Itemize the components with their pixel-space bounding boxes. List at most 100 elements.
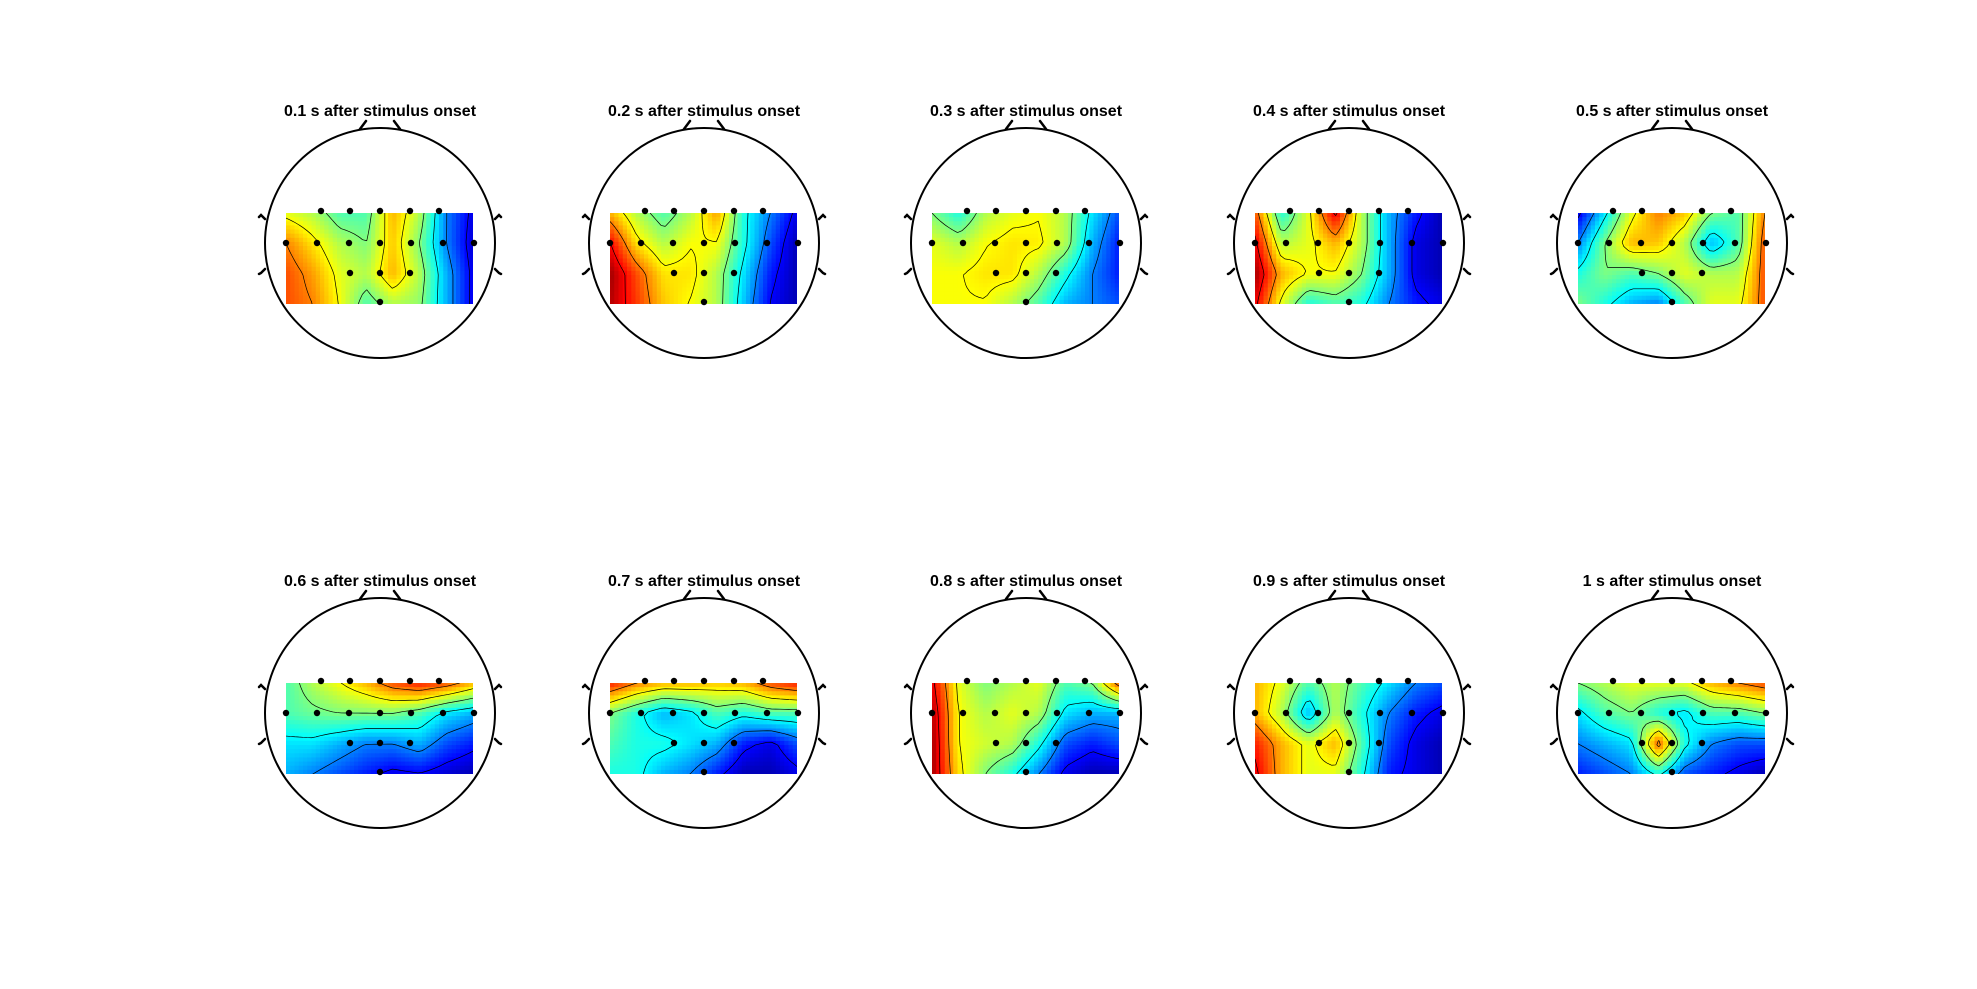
- map-cell: [1004, 229, 1010, 235]
- map-cell: [1280, 254, 1286, 260]
- map-cell: [695, 229, 700, 235]
- map-cell: [1709, 299, 1715, 304]
- map-cell: [1029, 229, 1035, 235]
- map-cell: [315, 299, 321, 304]
- map-cell: [1284, 221, 1290, 227]
- map-cell: [1284, 262, 1290, 268]
- electrode-marker: [1052, 269, 1060, 277]
- map-cell: [1739, 279, 1745, 284]
- map-cell: [1658, 262, 1664, 268]
- electrode-marker: [1574, 239, 1582, 247]
- map-cell: [780, 287, 785, 293]
- map-cell: [1599, 275, 1605, 280]
- map-cell: [1680, 250, 1685, 255]
- map-cell: [1348, 221, 1354, 227]
- map-cell: [1280, 275, 1286, 280]
- map-cell: [1582, 233, 1588, 239]
- map-cell: [1722, 279, 1728, 284]
- map-cell: [1658, 246, 1664, 251]
- map-cell: [1607, 250, 1613, 255]
- map-cell: [1051, 262, 1056, 268]
- map-cell: [1667, 217, 1673, 222]
- map-cell: [1284, 258, 1290, 264]
- map-cell: [383, 266, 389, 272]
- map-cell: [345, 683, 351, 688]
- map-cell: [1735, 221, 1741, 227]
- map-cell: [1718, 229, 1724, 235]
- map-cell: [1344, 283, 1350, 289]
- map-cell: [1085, 266, 1090, 272]
- map-cell: [1391, 241, 1396, 247]
- map-cell: [1017, 250, 1022, 255]
- map-cell: [1637, 283, 1643, 289]
- contour-lines: [610, 213, 793, 304]
- map-cell: [1348, 213, 1354, 218]
- map-cell: [678, 250, 683, 255]
- map-cell: [1301, 233, 1307, 239]
- map-cell: [1051, 295, 1056, 301]
- map-cell: [1760, 262, 1765, 268]
- map-cell: [1085, 283, 1090, 289]
- map-cell: [1586, 250, 1592, 255]
- map-cell: [1382, 225, 1388, 231]
- map-cell: [392, 250, 398, 255]
- map-cell: [648, 262, 654, 268]
- map-cell: [622, 250, 628, 255]
- map-cell: [1255, 250, 1260, 255]
- map-cell: [716, 237, 722, 243]
- map-cell: [1323, 246, 1328, 251]
- map-cell: [1284, 295, 1290, 301]
- map-cell: [1739, 295, 1745, 301]
- map-cell: [733, 217, 739, 222]
- map-cell: [1029, 250, 1035, 255]
- map-cell: [1102, 250, 1107, 255]
- map-cell: [1004, 237, 1010, 243]
- map-cell: [1310, 295, 1316, 301]
- map-cell: [1029, 233, 1035, 239]
- map-cell: [656, 295, 662, 301]
- map-cell: [1106, 295, 1112, 301]
- map-cell: [1263, 221, 1269, 227]
- map-cell: [1420, 250, 1426, 255]
- map-cell: [290, 221, 296, 227]
- map-cell: [987, 237, 993, 243]
- map-cell: [290, 258, 296, 264]
- map-cell: [741, 299, 747, 304]
- map-cell: [961, 250, 967, 255]
- map-cell: [673, 225, 679, 231]
- map-cell: [652, 299, 658, 304]
- map-cell: [1093, 229, 1099, 235]
- map-cell: [754, 262, 760, 268]
- map-cell: [294, 283, 300, 289]
- map-cell: [1297, 270, 1303, 276]
- map-cell: [1272, 229, 1277, 235]
- map-cell: [978, 213, 984, 218]
- map-cell: [1340, 279, 1345, 284]
- map-cell: [631, 233, 637, 239]
- map-cell: [345, 266, 351, 272]
- map-cell: [1599, 213, 1605, 218]
- map-cell: [746, 213, 751, 218]
- map-cell: [379, 279, 385, 284]
- map-cell: [311, 213, 317, 218]
- map-cell: [1403, 225, 1409, 231]
- map-cell: [1586, 254, 1592, 260]
- map-cell: [741, 250, 747, 255]
- map-cell: [1684, 229, 1690, 235]
- map-cell: [422, 299, 427, 304]
- map-cell: [1646, 237, 1651, 243]
- map-cell: [349, 250, 355, 255]
- map-cell: [618, 229, 624, 235]
- map-cell: [464, 299, 470, 304]
- map-cell: [1306, 250, 1311, 255]
- map-cell: [1310, 221, 1316, 227]
- map-cell: [405, 295, 410, 301]
- electrode-marker: [670, 269, 678, 277]
- map-cell: [1578, 275, 1583, 280]
- map-cell: [1399, 250, 1405, 255]
- map-cell: [1102, 258, 1107, 264]
- map-cell: [1114, 270, 1119, 276]
- map-cell: [974, 217, 980, 222]
- map-cell: [426, 246, 432, 251]
- map-cell: [1709, 229, 1715, 235]
